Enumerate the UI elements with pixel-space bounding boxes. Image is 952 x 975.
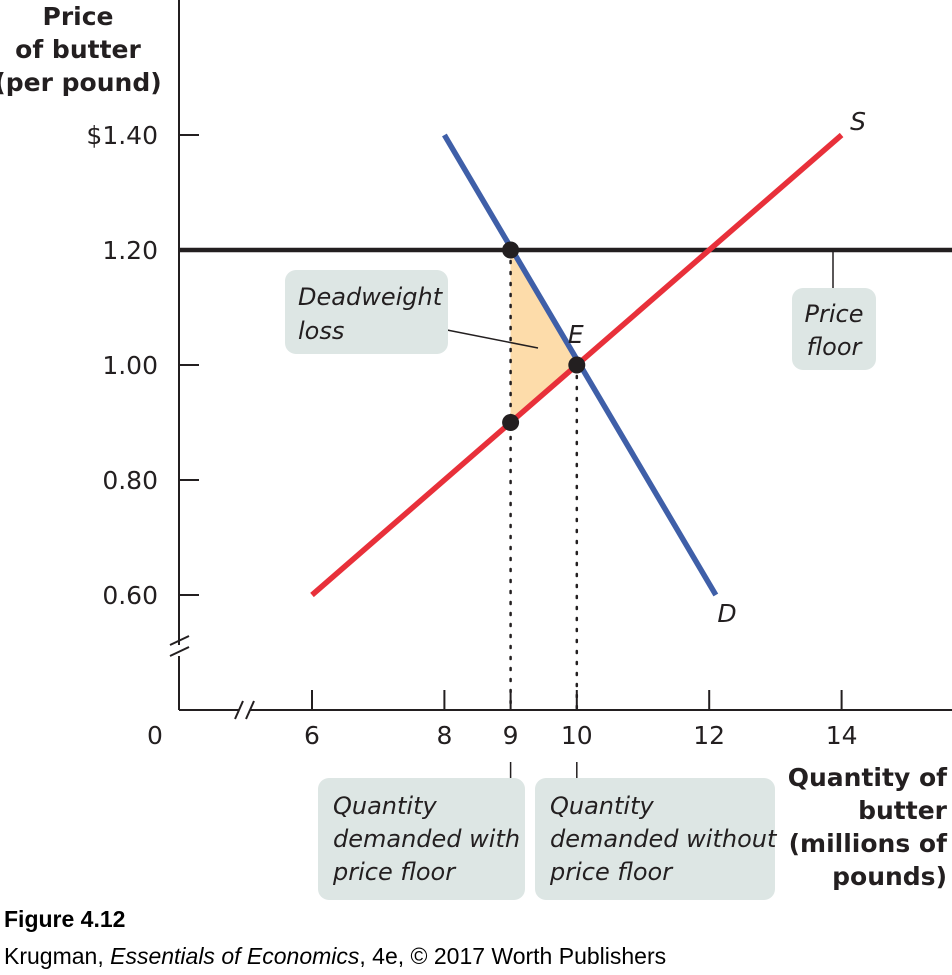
dwl-leader-line — [446, 329, 539, 349]
x-tick-label-12: 12 — [693, 721, 725, 750]
quantity-box-0-line-1: demanded with — [333, 825, 520, 853]
x-axis-title-line-0: Quantity of — [788, 763, 948, 792]
dwl-label-box-bg — [285, 270, 448, 354]
quantity-box-1-line-2: price floor — [549, 858, 674, 886]
x-tick-label-6: 6 — [304, 721, 320, 750]
x-axis-break-mark-2 — [245, 700, 255, 720]
y-tick-label-0.80: 0.80 — [102, 466, 158, 495]
y-tick-label-1.00: 1.00 — [102, 351, 158, 380]
quantity-box-0-line-0: Quantity — [333, 792, 438, 820]
figure-title: Figure 4.12 — [4, 906, 126, 932]
x-axis-break-mark-1 — [234, 700, 244, 720]
point-2 — [502, 414, 520, 431]
y-axis-break-mark-1 — [169, 635, 190, 646]
y-axis-title-line-2: (per pound) — [0, 68, 162, 97]
y-axis-title-line-0: Price — [43, 2, 114, 31]
quantity-box-0-line-2: price floor — [332, 858, 457, 886]
price-floor-label-box-bg — [792, 288, 876, 370]
quantity-box-1: Quantity demanded without price floor — [535, 778, 778, 900]
point-1 — [568, 356, 586, 374]
price-floor-chart: 0.60 0.80 1.00 1.20 $1.40 6 8 9 10 12 14 0 Price of b… — [0, 0, 952, 900]
x-axis-title-line-3: pounds) — [832, 862, 947, 891]
supply-curve-label: S — [850, 107, 866, 136]
y-tick-label-0.60: 0.60 — [102, 581, 158, 610]
price-floor-label-box-line-1: floor — [807, 333, 864, 361]
y-axis-break-mark-2 — [169, 646, 190, 657]
quantity-box-0: Quantity demanded with price floor — [318, 778, 525, 900]
quantity-box-1-line-0: Quantity — [550, 792, 655, 820]
credit-rest: , 4e, © 2017 Worth Publishers — [359, 943, 667, 969]
quantity-box-1-bg — [535, 778, 775, 900]
quantity-box-1-line-1: demanded without — [550, 825, 778, 853]
price-floor-label-box: Price floor — [792, 288, 876, 370]
x-tick-label-10: 10 — [561, 721, 593, 750]
x-tick-label-8: 8 — [436, 721, 452, 750]
equilibrium-label: E — [568, 320, 584, 349]
y-tick-label-$1.40: $1.40 — [86, 121, 158, 150]
y-axis-title-line-1: of butter — [15, 35, 141, 64]
x-axis-title-line-1: butter — [858, 796, 948, 825]
credit-book: Essentials of Economics — [110, 943, 360, 969]
origin-label: 0 — [147, 721, 163, 750]
deadweight-loss-area — [510, 250, 577, 423]
point-0 — [502, 241, 520, 259]
x-tick-label-9: 9 — [503, 721, 519, 750]
dwl-label-box-line-0: Deadweight — [298, 283, 444, 311]
quantity-box-0-bg — [318, 778, 525, 900]
x-tick-label-14: 14 — [826, 721, 858, 750]
dwl-label-box-line-1: loss — [298, 317, 344, 345]
dwl-label-box: Deadweight loss — [285, 270, 448, 354]
demand-curve-label: D — [717, 599, 736, 628]
price-floor-label-box-line-0: Price — [805, 300, 864, 328]
x-axis-title-line-2: (millions of — [789, 829, 948, 858]
y-tick-label-1.20: 1.20 — [102, 236, 158, 265]
figure-credit: Krugman, Essentials of Economics, 4e, © … — [4, 943, 666, 970]
credit-author: Krugman, — [4, 943, 104, 969]
